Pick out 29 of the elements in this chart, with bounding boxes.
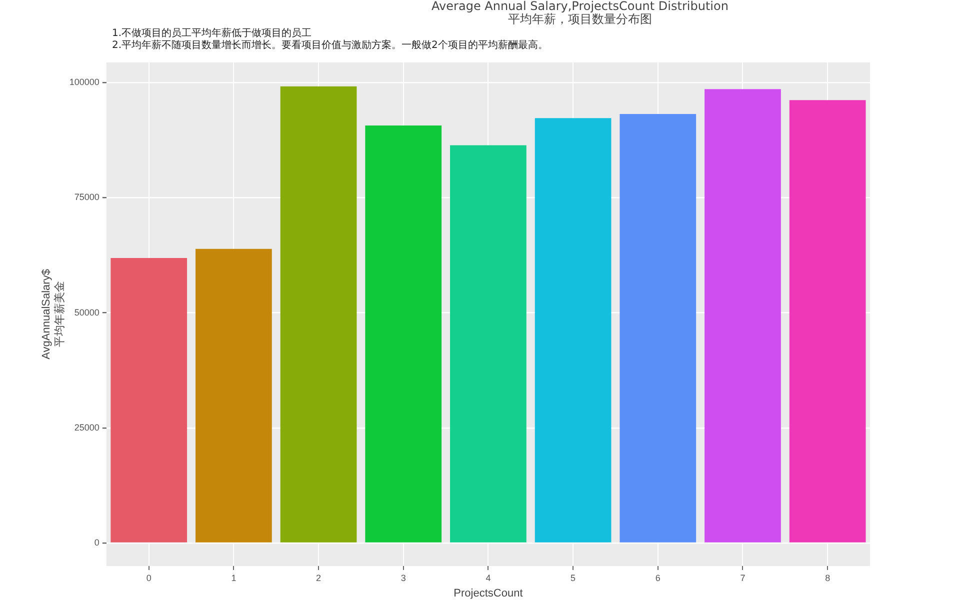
- x-tick-label: 3: [400, 572, 406, 583]
- y-tick-label: 100000: [69, 77, 100, 88]
- bar: [196, 248, 272, 542]
- bar: [620, 114, 696, 542]
- x-tick-label: 8: [825, 572, 830, 583]
- chart-title: Average Annual Salary,ProjectsCount Distribution: [430, 0, 730, 13]
- y-tick-label: 25000: [74, 422, 100, 432]
- x-tick-label: 6: [655, 572, 660, 583]
- bar: [365, 125, 442, 542]
- bar: [704, 89, 781, 542]
- bar: [534, 118, 612, 542]
- x-tick-label: 1: [231, 572, 236, 583]
- x-tick-label: 5: [570, 572, 576, 583]
- x-tick-label: 4: [486, 572, 491, 583]
- bar: [110, 258, 188, 542]
- y-tick-label: 0: [94, 537, 100, 548]
- y-tick-label: 50000: [74, 307, 100, 318]
- chart-subtitle: 平均年薪，项目数量分布图: [507, 12, 652, 26]
- bar: [450, 145, 526, 542]
- x-tick-label: 7: [740, 572, 746, 583]
- bar: [789, 100, 866, 542]
- x-tick-label: 2: [316, 572, 322, 583]
- y-tick-label: 75000: [74, 192, 100, 202]
- text: 1.不做项目的员工平均年薪低于做项目的员工: [112, 28, 313, 40]
- x-tick-label: 0: [146, 572, 152, 583]
- text: 2.平均年薪不随项目数量增长而增长。要看项目价值与激励方案。一般做2个项目的平均薪酬最高。: [112, 40, 548, 52]
- y-axis-title: AvgAnnualSalary$ 平均年薪美金: [40, 269, 66, 360]
- bar: [280, 86, 357, 542]
- x-axis-title: ProjectsCount: [454, 587, 523, 600]
